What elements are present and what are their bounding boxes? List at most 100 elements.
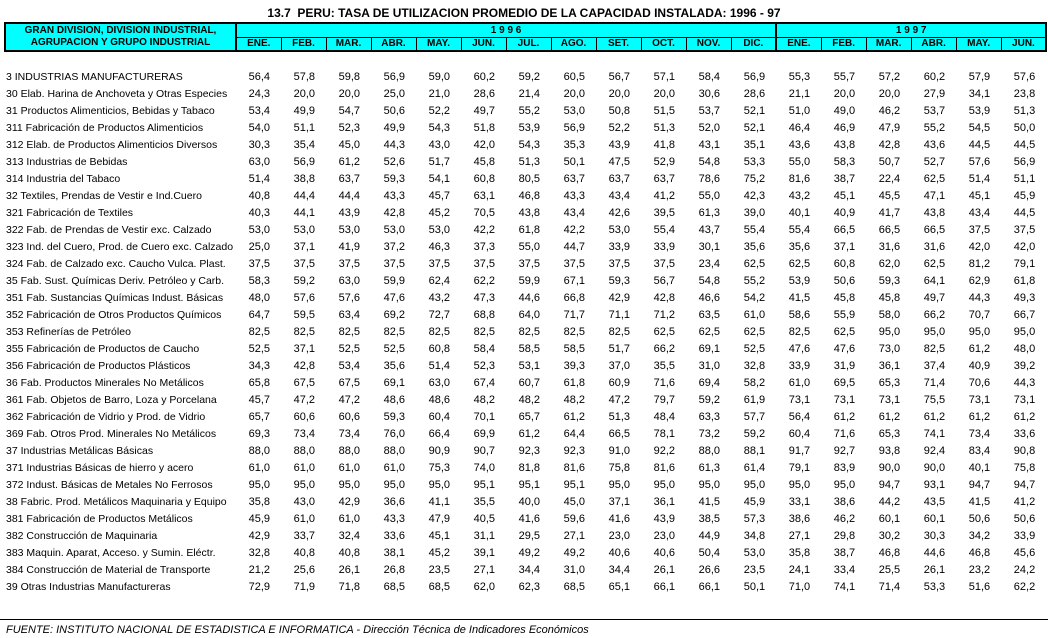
- value-cell: 52,5: [383, 343, 405, 355]
- row-label: 372 Indust. Básicas de Metales No Ferros…: [6, 479, 213, 491]
- row-label: 38 Fabric. Prod. Metálicos Maquinaria y …: [6, 496, 227, 508]
- value-cell: 51,3: [1013, 105, 1036, 117]
- value-cell: 47,6: [383, 292, 405, 304]
- table-row: 355 Fabricación de Productos de Caucho 52…: [5, 341, 1046, 358]
- row-label: 369 Fab. Otros Prod. Minerales No Metáli…: [6, 428, 217, 440]
- table-row: 356 Fabricación de Productos Plásticos 34…: [5, 358, 1046, 375]
- value-cell: 73,2: [698, 428, 720, 440]
- value-cell: 24,3: [248, 88, 270, 100]
- value-cell: 95,1: [518, 479, 540, 491]
- value-cell: 59,6: [563, 513, 585, 525]
- value-cell: 20,0: [833, 88, 856, 100]
- value-cell: 53,9: [968, 105, 991, 117]
- value-cell: 95,0: [338, 479, 360, 491]
- value-cell: 43,9: [608, 139, 630, 151]
- value-cell: 52,5: [743, 343, 766, 355]
- value-cell: 60,7: [518, 377, 540, 389]
- value-cell: 36,1: [653, 496, 675, 508]
- value-cell: 24,1: [788, 564, 811, 576]
- value-cell: 55,2: [518, 105, 540, 117]
- value-cell: 37,5: [473, 258, 495, 270]
- value-cell: 41,2: [653, 190, 675, 202]
- value-cell: 62,5: [743, 326, 766, 338]
- value-cell: 56,4: [788, 411, 811, 423]
- table-row: 37 Industrias Metálicas Básicas 88,0 88,0 8…: [5, 443, 1046, 460]
- value-cell: 55,9: [833, 309, 856, 321]
- value-cell: 46,6: [698, 292, 720, 304]
- value-cell: 68,8: [473, 309, 495, 321]
- year-header: 1 9 9 7: [775, 22, 1048, 38]
- value-cell: 43,7: [698, 224, 720, 236]
- value-cell: 66,7: [1013, 309, 1036, 321]
- value-cell: 26,1: [923, 564, 946, 576]
- table-row: 384 Construcción de Material de Transpor…: [5, 562, 1046, 579]
- value-cell: 52,5: [248, 343, 270, 355]
- month-header: MAY.: [415, 36, 462, 52]
- value-cell: 37,3: [473, 241, 495, 253]
- value-cell: 43,4: [968, 207, 991, 219]
- value-cell: 41,6: [518, 513, 540, 525]
- value-cell: 81,6: [788, 173, 811, 185]
- value-cell: 47,3: [473, 292, 495, 304]
- row-label: 32 Textiles, Prendas de Vestir e Ind.Cue…: [6, 190, 202, 202]
- value-cell: 66,8: [563, 292, 585, 304]
- value-cell: 73,4: [968, 428, 991, 440]
- value-cell: 45,9: [743, 496, 766, 508]
- value-cell: 55,2: [743, 275, 766, 287]
- value-cell: 45,0: [563, 496, 585, 508]
- value-cell: 40,9: [833, 207, 856, 219]
- value-cell: 63,0: [248, 156, 270, 168]
- value-cell: 71,7: [563, 309, 585, 321]
- value-cell: 49,7: [473, 105, 495, 117]
- value-cell: 61,2: [1013, 411, 1036, 423]
- row-label: 351 Fab. Sustancias Químicas Indust. Bás…: [6, 292, 224, 304]
- value-cell: 57,6: [338, 292, 360, 304]
- value-cell: 53,0: [248, 224, 270, 236]
- value-cell: 42,9: [608, 292, 630, 304]
- row-label: 313 Industrias de Bebidas: [6, 156, 128, 168]
- value-cell: 66,1: [653, 581, 675, 593]
- value-cell: 37,5: [563, 258, 585, 270]
- value-cell: 63,3: [698, 411, 720, 423]
- value-cell: 42,0: [1013, 241, 1036, 253]
- value-cell: 47,1: [923, 190, 946, 202]
- value-cell: 48,0: [248, 292, 270, 304]
- value-cell: 60,8: [473, 173, 495, 185]
- value-cell: 33,9: [788, 360, 811, 372]
- value-cell: 69,3: [248, 428, 270, 440]
- value-cell: 54,3: [518, 139, 540, 151]
- value-cell: 90,0: [878, 462, 901, 474]
- value-cell: 52,2: [608, 122, 630, 134]
- row-label: 36 Fab. Productos Minerales No Metálicos: [6, 377, 204, 389]
- value-cell: 43,8: [518, 207, 540, 219]
- value-cell: 31,0: [698, 360, 720, 372]
- value-cell: 46,2: [878, 105, 901, 117]
- value-cell: 38,7: [833, 547, 856, 559]
- value-cell: 42,6: [608, 207, 630, 219]
- value-cell: 22,4: [878, 173, 901, 185]
- value-cell: 41,5: [968, 496, 991, 508]
- value-cell: 60,8: [428, 343, 450, 355]
- value-cell: 81,6: [653, 462, 675, 474]
- value-cell: 47,2: [293, 394, 315, 406]
- value-cell: 38,1: [383, 547, 405, 559]
- value-cell: 20,0: [878, 88, 901, 100]
- value-cell: 63,0: [338, 275, 360, 287]
- value-cell: 45,1: [968, 190, 991, 202]
- value-cell: 35,1: [743, 139, 766, 151]
- value-cell: 66,5: [833, 224, 856, 236]
- value-cell: 93,8: [878, 445, 901, 457]
- value-cell: 50,8: [608, 105, 630, 117]
- table-row: 383 Maquin. Aparat, Acceso. y Sumin. Elé…: [5, 545, 1046, 562]
- value-cell: 82,5: [788, 326, 811, 338]
- value-cell: 60,4: [428, 411, 450, 423]
- table-row: 362 Fabricación de Vidrio y Prod. de Vid…: [5, 409, 1046, 426]
- value-cell: 95,0: [608, 479, 630, 491]
- value-cell: 35,5: [653, 360, 675, 372]
- value-cell: 90,0: [923, 462, 946, 474]
- value-cell: 80,5: [518, 173, 540, 185]
- value-cell: 51,3: [653, 122, 675, 134]
- value-cell: 57,6: [293, 292, 315, 304]
- row-header-line1: GRAN DIVISION, DIVISION INDUSTRIAL,: [24, 25, 217, 36]
- value-cell: 42,0: [968, 241, 991, 253]
